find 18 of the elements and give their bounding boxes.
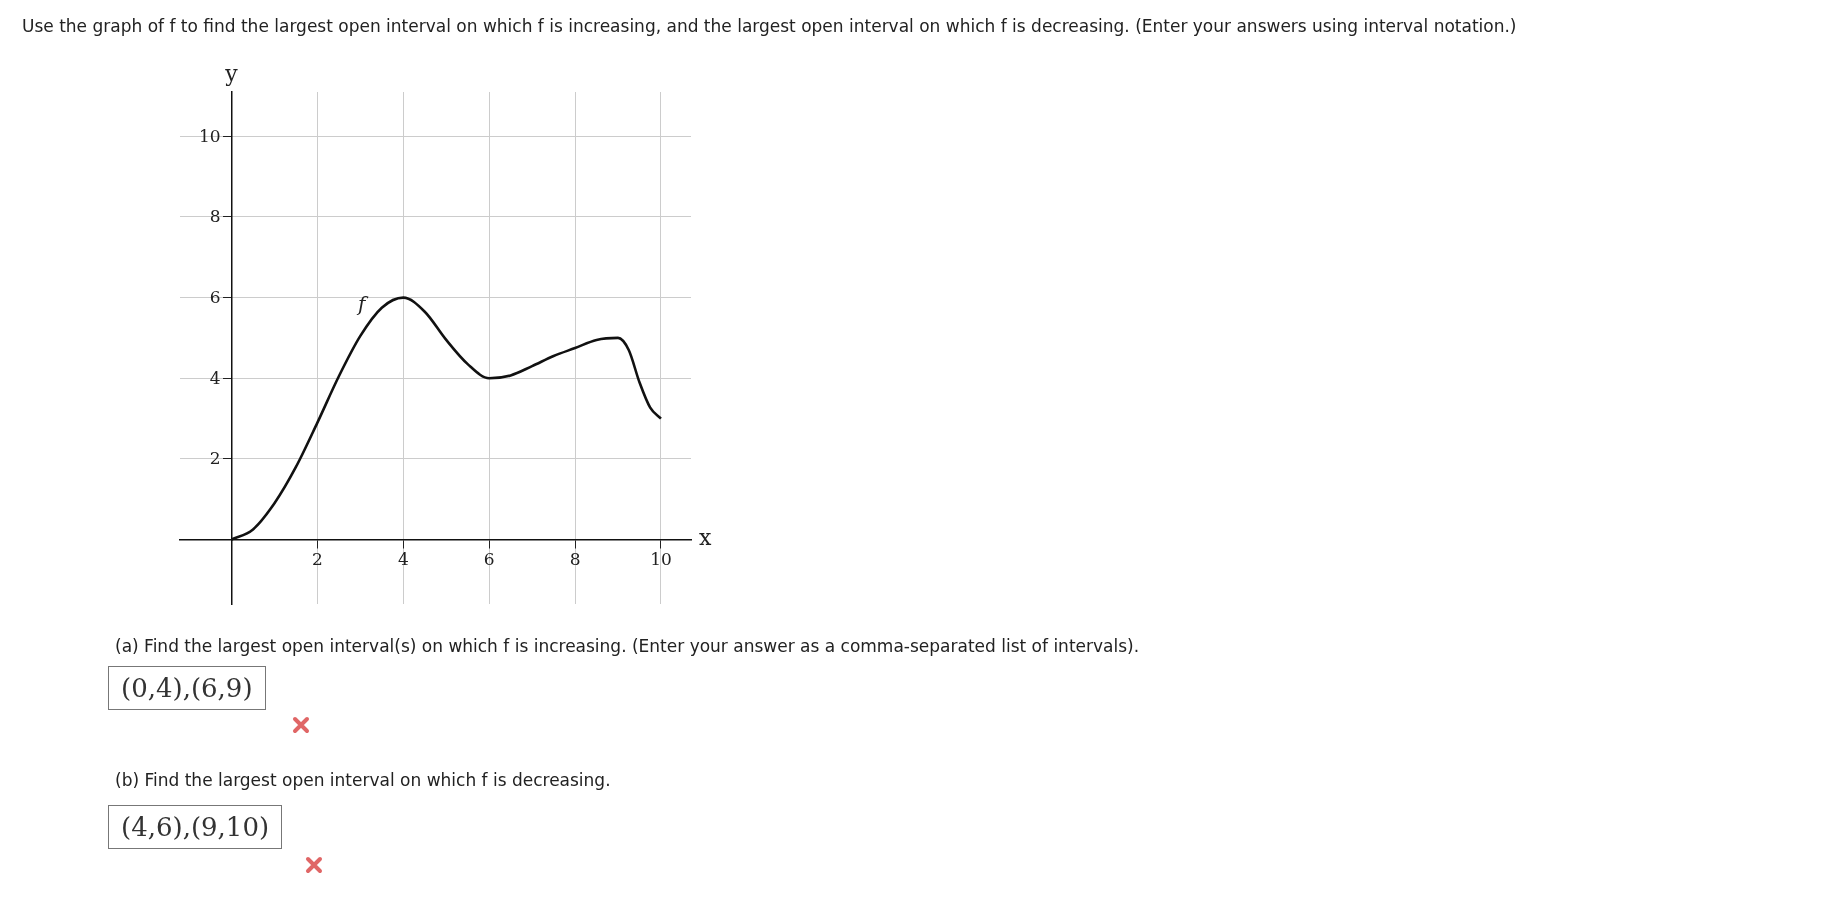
x-tick-label: 8 (569, 549, 581, 570)
x-tick-label: 10 (650, 549, 672, 570)
text: (4,6),(9,10) (108, 805, 283, 849)
text: (b) Find the largest open interval on which f is decreasing. (115, 770, 611, 790)
x-axis-title: x (699, 525, 712, 551)
y-tick-label: 8 (209, 206, 221, 227)
y-tick-label: 6 (209, 287, 221, 308)
y-tick-label: 10 (198, 125, 221, 146)
annotation: f (358, 292, 366, 316)
x-tick-label: 2 (312, 549, 323, 570)
text: (0,4),(6,9) (108, 666, 266, 710)
y-tick-label: 4 (209, 367, 221, 388)
x-tick-label: 4 (397, 549, 409, 570)
x-tick-label: 6 (483, 549, 495, 570)
y-tick-label: 2 (209, 448, 221, 469)
y-axis-title: y (224, 60, 239, 86)
text: Use the graph of f to find the largest open interval on which f is increasing, and the largest open interval on which f is decreasing. (Enter your answers using interval notation.) (22, 16, 1517, 36)
text: (a) Find the largest open interval(s) on which f is increasing. (Enter your answer as a comma-separated list of intervals). (115, 636, 1140, 656)
